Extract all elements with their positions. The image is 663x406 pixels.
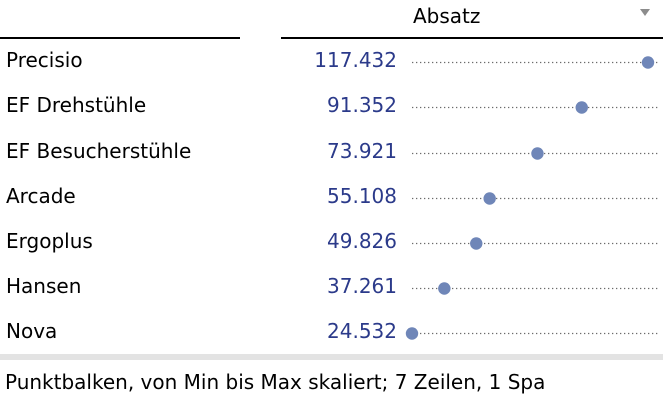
table-row: EF Drehstühle 91.352 xyxy=(0,84,663,129)
table-row: Precisio 117.432 xyxy=(0,39,663,84)
table-row: Ergoplus 49.826 xyxy=(0,220,663,265)
row-label: Hansen xyxy=(6,274,82,298)
row-label: Precisio xyxy=(6,48,83,72)
data-dot xyxy=(641,56,655,69)
row-value: 24.532 xyxy=(327,319,397,343)
data-dot xyxy=(405,327,419,340)
row-label: EF Drehstühle xyxy=(6,93,147,117)
table-row: Nova 24.532 xyxy=(0,310,663,355)
row-value: 55.108 xyxy=(327,184,397,208)
header-rule-right xyxy=(281,37,663,39)
row-label: Ergoplus xyxy=(6,229,93,253)
footer-divider xyxy=(0,354,663,360)
table-row: Arcade 55.108 xyxy=(0,175,663,220)
table-row: Hansen 37.261 xyxy=(0,265,663,310)
row-value: 117.432 xyxy=(314,48,397,72)
row-label: EF Besucherstühle xyxy=(6,139,192,163)
row-label: Nova xyxy=(6,319,58,343)
footer-caption: Punktbalken, von Min bis Max skaliert; 7… xyxy=(5,370,546,394)
data-dot xyxy=(483,192,496,205)
column-header-title: Absatz xyxy=(413,4,481,28)
row-value: 49.826 xyxy=(327,229,397,253)
sort-arrow-icon[interactable] xyxy=(640,9,650,16)
row-value: 73.921 xyxy=(327,139,397,163)
data-dot xyxy=(470,237,483,250)
row-value: 37.261 xyxy=(327,274,397,298)
data-dot xyxy=(531,147,544,160)
row-label: Arcade xyxy=(6,184,76,208)
row-value: 91.352 xyxy=(327,93,397,117)
table-row: EF Besucherstühle 73.921 xyxy=(0,130,663,175)
data-dot xyxy=(575,101,588,114)
data-dot xyxy=(438,282,451,295)
header-rule-left xyxy=(0,37,240,39)
